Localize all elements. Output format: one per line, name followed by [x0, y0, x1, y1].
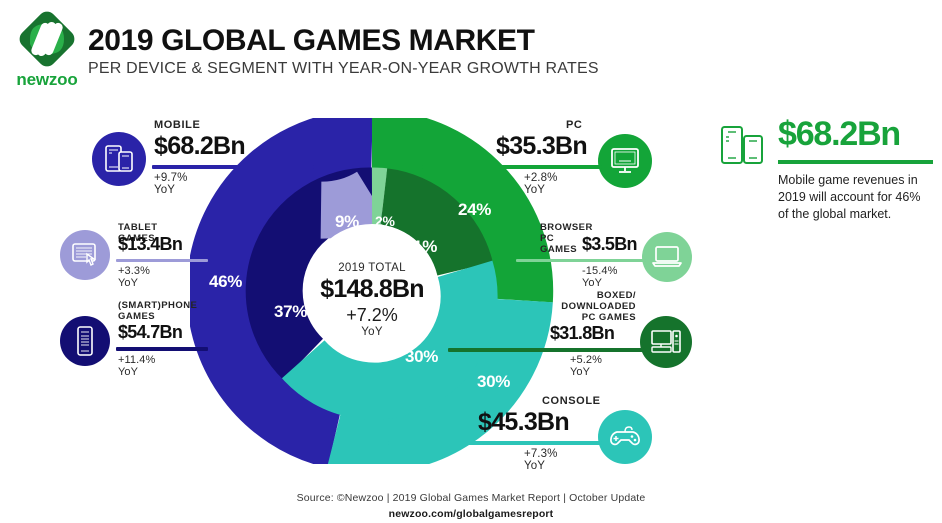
mobile-rule	[152, 165, 314, 169]
monitor-icon	[611, 148, 639, 173]
console-rule	[388, 441, 602, 445]
highlight-rule	[778, 160, 933, 164]
pct-inner-boxed: 21%	[404, 237, 438, 256]
console-category: CONSOLE	[542, 395, 601, 407]
smartphone-rule	[116, 347, 208, 351]
console-value: $45.3Bn	[478, 408, 570, 436]
footer-url[interactable]: newzoo.com/globalgamesreport	[388, 508, 554, 520]
pc-category: PC	[566, 119, 583, 131]
pct-inner-console: 30%	[405, 347, 439, 366]
tablet-yoy: +3.3% YoY	[118, 265, 150, 289]
laptop-icon	[652, 246, 682, 267]
pc-badge	[598, 134, 652, 188]
mobile-badge	[92, 132, 146, 186]
browser-value: $3.5Bn	[582, 234, 638, 254]
boxed-value: $31.8Bn	[550, 323, 615, 343]
mobile-category: MOBILE	[154, 119, 201, 131]
browser-rule	[516, 259, 646, 262]
gamepad-icon	[610, 426, 640, 446]
brand-name: newzoo	[16, 70, 78, 89]
browser-badge	[642, 232, 692, 282]
outer-slice-mobile	[190, 118, 373, 464]
boxed-rule	[448, 348, 644, 352]
outer-slice-pc	[371, 118, 554, 303]
console-badge	[598, 410, 652, 464]
pct-outer-console: 30%	[477, 372, 511, 391]
highlight-value: $68.2Bn	[778, 115, 901, 153]
donut-center-disc	[305, 224, 439, 358]
smartphone-icon	[77, 326, 93, 356]
boxed-badge	[640, 316, 692, 368]
tablet-category: TABLET GAMES	[118, 222, 158, 244]
inner-slice-tablet	[320, 171, 387, 239]
mobile-yoy: +9.7% YoY	[154, 172, 188, 196]
console-yoy: +7.3% YoY	[524, 448, 558, 472]
pct-inner-tablet: 9%	[335, 212, 359, 231]
mobile-value: $68.2Bn	[154, 132, 246, 160]
phone-tablet-icon	[105, 145, 133, 172]
page-title: 2019 GLOBAL GAMES MARKET	[88, 24, 535, 57]
pct-inner-smartphone: 37%	[274, 302, 308, 321]
donut-chart	[190, 118, 554, 464]
pc-value: $35.3Bn	[496, 132, 588, 160]
pct-outer-pc: 24%	[458, 200, 492, 219]
brand-logo: newzoo	[8, 8, 84, 100]
tablet-rule	[116, 259, 208, 262]
pc-rule	[422, 165, 602, 169]
browser-yoy: -15.4% YoY	[582, 265, 618, 289]
outer-slice-console	[327, 297, 553, 464]
smartphone-category: (SMART)PHONE GAMES	[118, 300, 198, 322]
highlight-description: Mobile game revenues in 2019 will accoun…	[778, 173, 921, 221]
pct-inner-browser: 2%	[375, 213, 395, 229]
phone-tablet-icon	[721, 126, 763, 164]
smartphone-value: $54.7Bn	[118, 322, 183, 342]
browser-category: BROWSER PC GAMES	[540, 222, 593, 255]
tablet-value: $13.4Bn	[118, 234, 183, 254]
smartphone-yoy: +11.4% YoY	[118, 354, 156, 378]
newzoo-diamond-logo	[19, 11, 75, 67]
inner-slice-boxed	[379, 168, 493, 277]
pc-yoy: +2.8% YoY	[524, 172, 558, 196]
tablet-touch-icon	[72, 243, 97, 266]
boxed-yoy: +5.2% YoY	[570, 354, 602, 378]
desktop-tower-icon	[651, 330, 681, 353]
page-subtitle: PER DEVICE & SEGMENT WITH YEAR-ON-YEAR G…	[88, 60, 599, 77]
footer-source: Source: ©Newzoo | 2019 Global Games Mark…	[296, 492, 646, 504]
smartphone-badge	[60, 316, 110, 366]
inner-slice-browser	[371, 167, 388, 226]
tablet-badge	[60, 230, 110, 280]
inner-slice-console	[281, 260, 498, 420]
pct-outer-mobile: 46%	[209, 272, 243, 291]
boxed-category: BOXED/ DOWNLOADED PC GAMES	[561, 290, 636, 323]
